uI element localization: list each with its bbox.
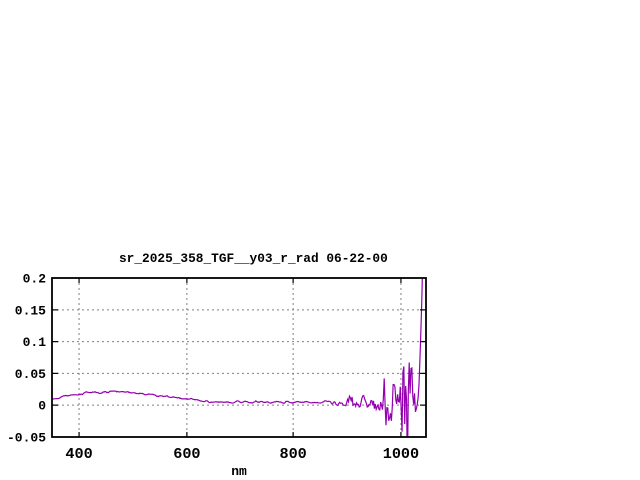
svg-text:1000: 1000 — [383, 445, 419, 463]
svg-text:sr_2025_358_TGF__y03_r_rad 06-: sr_2025_358_TGF__y03_r_rad 06-22-00 — [119, 251, 388, 266]
svg-text:-0.05: -0.05 — [7, 430, 46, 445]
svg-text:0: 0 — [38, 399, 46, 414]
svg-text:800: 800 — [279, 445, 306, 463]
svg-text:0.05: 0.05 — [15, 367, 46, 382]
svg-text:nm: nm — [231, 464, 247, 479]
svg-text:400: 400 — [65, 445, 92, 463]
svg-text:600: 600 — [173, 445, 200, 463]
svg-text:0.1: 0.1 — [23, 335, 47, 350]
svg-text:0.2: 0.2 — [23, 272, 47, 287]
svg-text:0.15: 0.15 — [15, 303, 46, 318]
